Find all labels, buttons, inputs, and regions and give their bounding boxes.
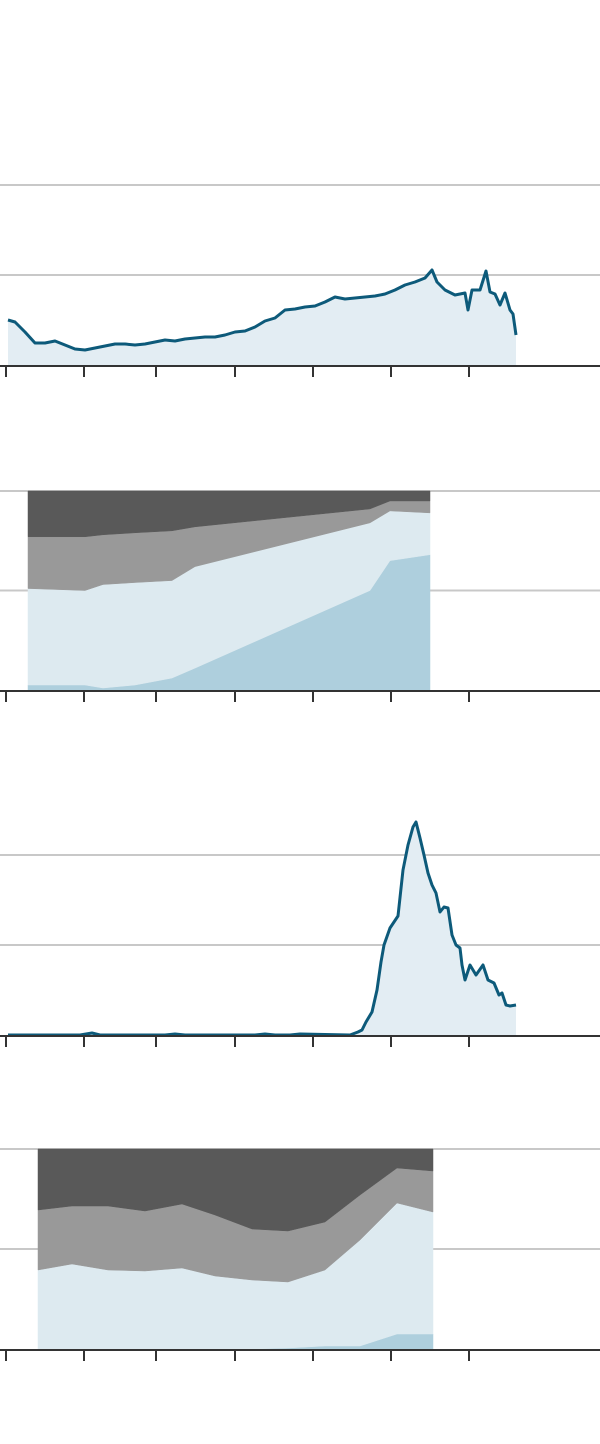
stacked-area [27,490,431,538]
line [8,820,517,1037]
line [7,268,518,352]
area-fill [8,822,516,1035]
stacked-area [37,1148,434,1232]
